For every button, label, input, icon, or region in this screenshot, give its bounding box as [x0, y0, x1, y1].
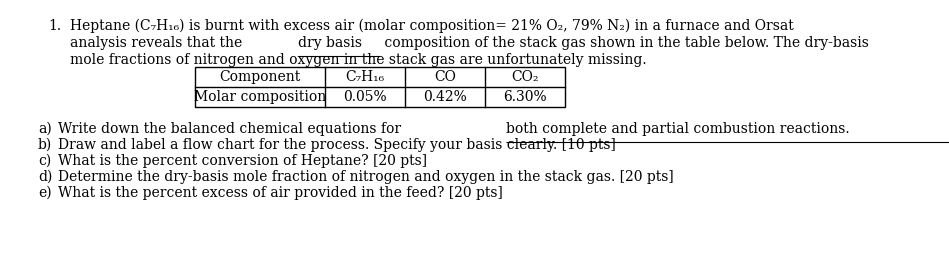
Text: Molar composition: Molar composition: [194, 90, 326, 104]
Text: dry basis: dry basis: [298, 36, 362, 50]
Bar: [195, 67, 565, 107]
Text: analysis reveals that the: analysis reveals that the: [70, 36, 247, 50]
Text: 0.05%: 0.05%: [344, 90, 387, 104]
Text: CO₂: CO₂: [512, 70, 539, 84]
Text: Draw and label a flow chart for the process. Specify your basis clearly. [10 pts: Draw and label a flow chart for the proc…: [58, 138, 616, 152]
Text: d): d): [38, 170, 52, 184]
Text: What is the percent excess of air provided in the feed? [20 pts]: What is the percent excess of air provid…: [58, 186, 503, 200]
Text: CO: CO: [434, 70, 456, 84]
Text: c): c): [38, 154, 51, 168]
Text: e): e): [38, 186, 51, 200]
Text: b): b): [38, 138, 52, 152]
Text: Component: Component: [219, 70, 301, 84]
Text: both complete and partial combustion reactions.: both complete and partial combustion rea…: [507, 122, 850, 136]
Text: Heptane (C₇H₁₆) is burnt with excess air (molar composition= 21% O₂, 79% N₂) in : Heptane (C₇H₁₆) is burnt with excess air…: [70, 19, 793, 33]
Text: 0.42%: 0.42%: [423, 90, 467, 104]
Text: What is the percent conversion of Heptane? [20 pts]: What is the percent conversion of Heptan…: [58, 154, 427, 168]
Text: Write down the balanced chemical equations for: Write down the balanced chemical equatio…: [58, 122, 405, 136]
Text: mole fractions of nitrogen and oxygen in the stack gas are unfortunately missing: mole fractions of nitrogen and oxygen in…: [70, 53, 646, 67]
Text: C₇H₁₆: C₇H₁₆: [345, 70, 384, 84]
Text: 6.30%: 6.30%: [503, 90, 547, 104]
Text: 1.: 1.: [48, 19, 61, 33]
Text: Determine the dry-basis mole fraction of nitrogen and oxygen in the stack gas. [: Determine the dry-basis mole fraction of…: [58, 170, 674, 184]
Text: composition of the stack gas shown in the table below. The dry-basis: composition of the stack gas shown in th…: [381, 36, 869, 50]
Text: a): a): [38, 122, 52, 136]
